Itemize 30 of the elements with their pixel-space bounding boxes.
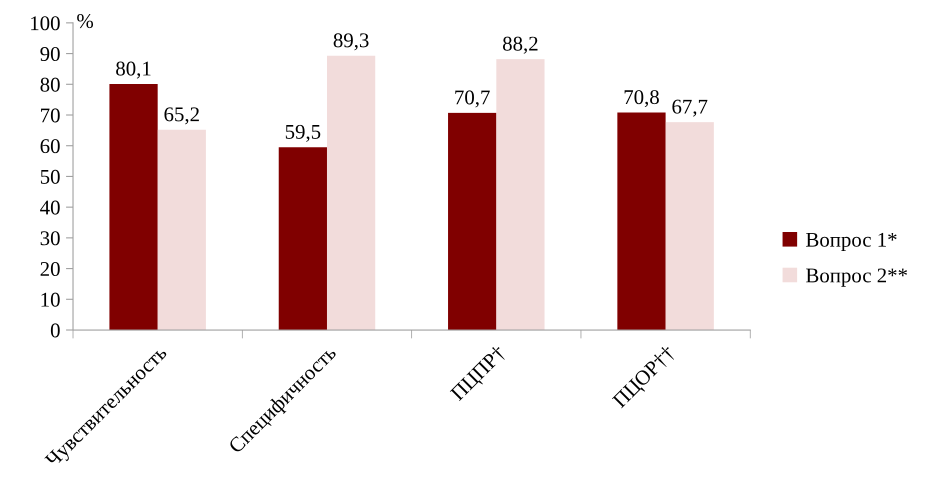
y-tick-label: 80	[40, 78, 60, 92]
bar	[496, 59, 545, 330]
bar	[109, 84, 158, 330]
y-tick-label: 30	[40, 231, 60, 246]
y-tick-label: 20	[40, 262, 60, 276]
data-label: 59,5	[286, 124, 320, 142]
data-label: 80,1	[116, 62, 151, 79]
y-tick-label: 50	[40, 170, 60, 184]
y-tick-label: 90	[40, 46, 60, 62]
bar	[278, 147, 327, 330]
legend-label: Вопрос 2**	[806, 268, 907, 287]
bar	[666, 122, 714, 330]
data-label: 70,8	[624, 90, 659, 108]
bar	[448, 112, 496, 330]
y-tick-label: 70	[41, 108, 60, 122]
y-axis-title: %	[77, 14, 94, 28]
bar	[617, 112, 666, 330]
data-label: 67,7	[672, 100, 708, 117]
bar	[158, 130, 206, 330]
data-label: 65,2	[164, 107, 199, 124]
y-tick-label: 10	[42, 292, 60, 307]
y-tick-label: 0	[50, 323, 60, 338]
data-label: 88,2	[502, 36, 538, 54]
legend-label: Вопрос 1*	[806, 232, 897, 252]
y-tick-label: 100	[31, 16, 60, 30]
y-tick-label: 60	[40, 139, 60, 154]
data-label: 89,3	[334, 33, 369, 50]
y-tick-label: 40	[40, 200, 60, 215]
bar	[326, 56, 376, 330]
data-label: 70,7	[455, 90, 490, 108]
